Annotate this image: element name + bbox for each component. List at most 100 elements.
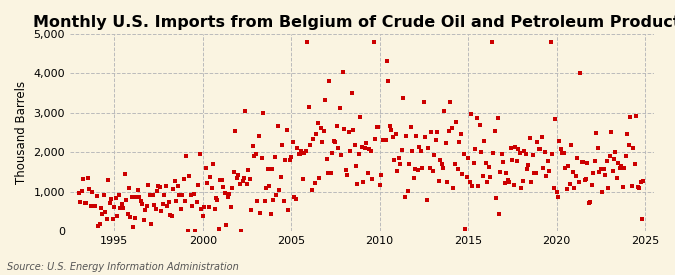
Point [598, 166, 609, 171]
Point [466, 112, 477, 116]
Point [425, 166, 435, 170]
Point [385, 123, 396, 128]
Point [238, 176, 249, 181]
Point [371, 125, 382, 129]
Point [564, 182, 575, 186]
Point [427, 169, 438, 174]
Point [202, 181, 213, 186]
Point [497, 152, 508, 156]
Point [446, 126, 457, 130]
Point [549, 116, 560, 121]
Point [96, 205, 107, 210]
Point [196, 207, 207, 211]
Point [418, 100, 429, 104]
Point [473, 184, 484, 189]
Point [541, 173, 551, 178]
Point [246, 208, 256, 212]
Point [92, 224, 103, 229]
Point [233, 173, 244, 177]
Point [168, 186, 179, 191]
Point [410, 167, 421, 172]
Point [367, 177, 377, 182]
Point [623, 143, 634, 148]
Point [271, 192, 282, 197]
Point [576, 160, 587, 165]
Point [313, 121, 323, 126]
Point [184, 174, 195, 178]
Point [131, 195, 142, 199]
Point [155, 185, 165, 189]
Point [222, 195, 233, 199]
Point [594, 170, 605, 174]
Point [340, 167, 351, 172]
Point [358, 180, 369, 184]
Point [317, 140, 327, 145]
Point [294, 152, 305, 156]
Point [508, 182, 519, 187]
Point [548, 185, 559, 190]
Point [320, 98, 331, 103]
Point [124, 186, 134, 191]
Point [217, 178, 227, 182]
Point [219, 191, 230, 195]
Point [566, 143, 576, 147]
Point [479, 139, 489, 144]
Point [166, 214, 177, 219]
Point [584, 200, 595, 205]
Point [305, 142, 316, 147]
Point [462, 156, 473, 161]
Point [376, 172, 387, 177]
Point [140, 208, 151, 212]
Point [176, 207, 186, 211]
Point [261, 186, 271, 191]
Point [333, 146, 344, 150]
Point [502, 178, 513, 182]
Point [76, 189, 87, 193]
Point [213, 227, 224, 231]
Point [510, 145, 520, 149]
Point [468, 161, 479, 165]
Point [132, 187, 143, 192]
Point [345, 148, 356, 153]
Point [206, 186, 217, 190]
Point [445, 100, 456, 104]
Point [148, 203, 159, 207]
Point [94, 221, 105, 226]
Point [106, 197, 117, 201]
Point [248, 143, 259, 148]
Point [339, 127, 350, 131]
Point [542, 158, 553, 163]
Point [406, 149, 417, 153]
Point [327, 150, 338, 155]
Point [477, 174, 488, 178]
Point [209, 207, 220, 211]
Point [249, 154, 260, 158]
Point [344, 130, 354, 134]
Point [562, 187, 572, 192]
Point [150, 207, 161, 211]
Point [318, 128, 329, 133]
Point [448, 186, 459, 191]
Point [638, 178, 649, 183]
Point [230, 129, 240, 133]
Point [436, 161, 447, 166]
Point [432, 130, 443, 134]
Point [173, 192, 184, 197]
Point [165, 213, 176, 217]
Point [553, 195, 564, 199]
Point [99, 193, 109, 198]
Point [128, 225, 139, 229]
Point [569, 186, 580, 190]
Point [244, 177, 255, 181]
Point [352, 182, 363, 186]
Point [203, 204, 214, 209]
Point [595, 166, 606, 171]
Point [461, 174, 472, 179]
Point [619, 166, 630, 170]
Point [396, 148, 407, 153]
Point [450, 162, 460, 166]
Point [310, 132, 321, 136]
Point [105, 201, 115, 205]
Point [348, 128, 358, 133]
Point [379, 138, 389, 142]
